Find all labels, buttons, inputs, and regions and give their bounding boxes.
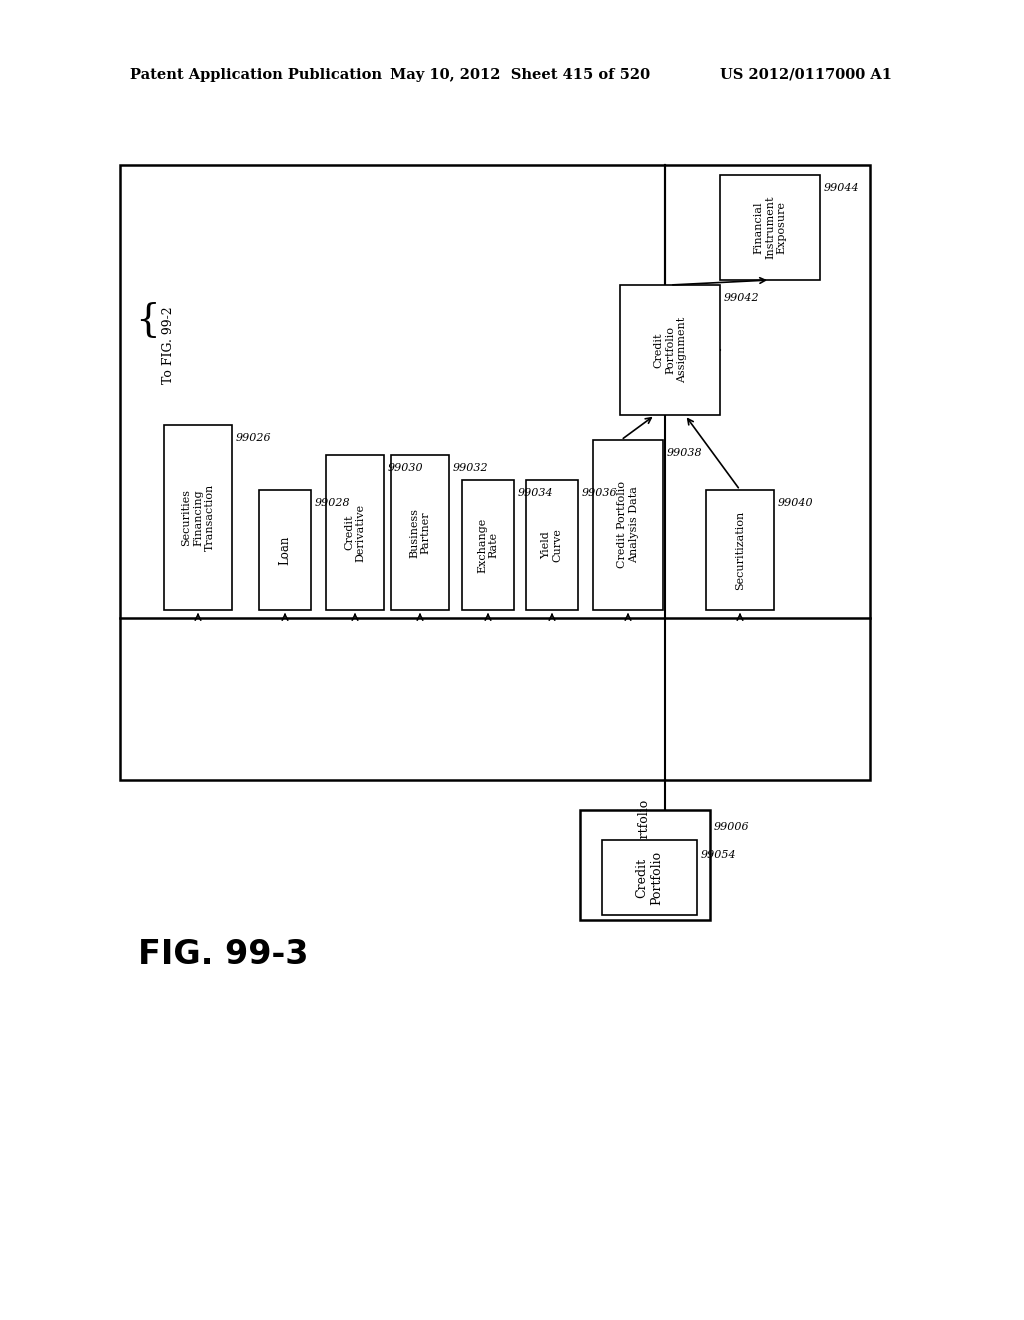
Text: Credit
Portfolio: Credit Portfolio [636, 850, 664, 904]
Text: 99028: 99028 [315, 498, 350, 508]
Text: 99038: 99038 [667, 447, 702, 458]
Text: Securitization: Securitization [735, 511, 745, 590]
Bar [120, 165, 870, 780]
Bar [259, 490, 311, 610]
Text: Yield
Curve: Yield Curve [542, 528, 563, 562]
Bar [720, 176, 820, 280]
Text: 99040: 99040 [778, 498, 814, 508]
Text: FIG. 99-3: FIG. 99-3 [138, 939, 308, 972]
Text: 99034: 99034 [518, 488, 554, 498]
Bar [706, 490, 774, 610]
Text: Exchange
Rate: Exchange Rate [477, 517, 499, 573]
Text: Loan: Loan [279, 536, 292, 565]
Text: 99042: 99042 [724, 293, 760, 304]
Bar [391, 455, 449, 610]
Text: Credit
Derivative: Credit Derivative [344, 503, 366, 561]
Text: 99032: 99032 [453, 463, 488, 473]
Text: Credit Portfolio: Credit Portfolio [639, 800, 651, 898]
Text: 99030: 99030 [388, 463, 424, 473]
Text: To FIG. 99-2: To FIG. 99-2 [162, 306, 175, 384]
Text: 99054: 99054 [701, 850, 736, 861]
Text: Credit
Portfolio
Assignment: Credit Portfolio Assignment [653, 317, 687, 383]
Bar [620, 285, 720, 414]
Bar [602, 840, 697, 915]
Text: May 10, 2012  Sheet 415 of 520: May 10, 2012 Sheet 415 of 520 [390, 69, 650, 82]
Text: 99026: 99026 [236, 433, 271, 444]
Text: US 2012/0117000 A1: US 2012/0117000 A1 [720, 69, 892, 82]
Text: 99036: 99036 [582, 488, 617, 498]
Text: Financial
Instrument
Exposure: Financial Instrument Exposure [754, 195, 786, 259]
Bar [164, 425, 232, 610]
Text: Credit Portfolio
Analysis Data: Credit Portfolio Analysis Data [617, 482, 639, 569]
Text: 99044: 99044 [824, 183, 859, 193]
Text: 99006: 99006 [714, 822, 750, 832]
Text: Securities
Financing
Transaction: Securities Financing Transaction [181, 484, 215, 552]
Bar [526, 480, 578, 610]
Text: Patent Application Publication: Patent Application Publication [130, 69, 382, 82]
Text: {: { [135, 301, 161, 338]
Bar [580, 810, 710, 920]
Bar [593, 440, 663, 610]
Text: Business
Partner: Business Partner [410, 507, 431, 557]
Bar [462, 480, 514, 610]
Bar [326, 455, 384, 610]
